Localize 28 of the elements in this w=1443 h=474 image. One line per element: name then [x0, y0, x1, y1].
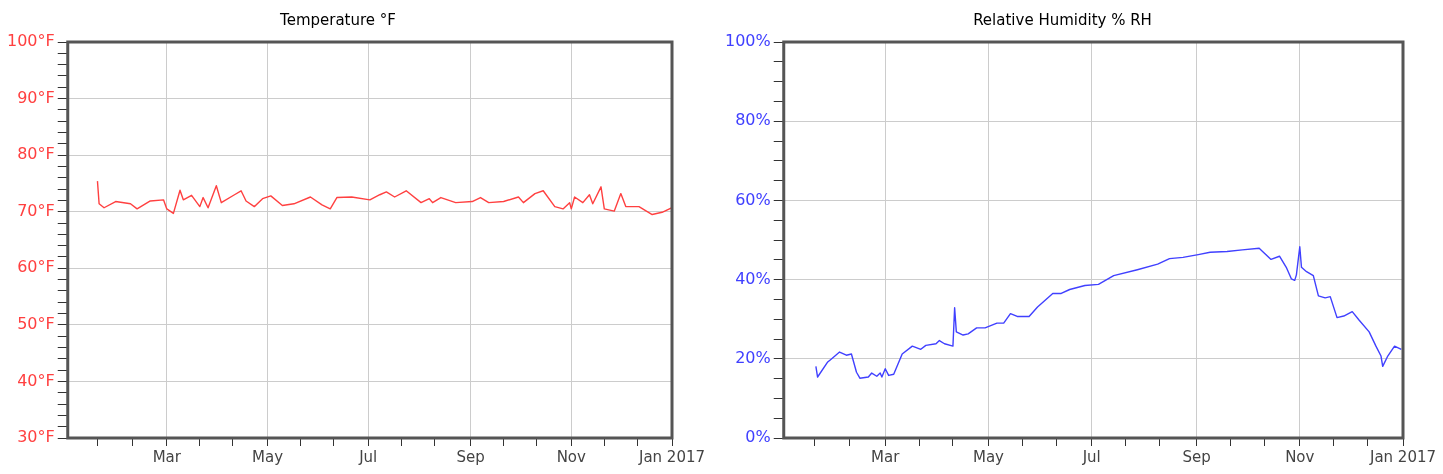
- y-tick-label: 70°F: [17, 200, 55, 220]
- x-tick-label: Jul: [358, 447, 378, 466]
- y-tick-label: 20%: [735, 347, 771, 367]
- y-tick-label: 30°F: [17, 427, 55, 447]
- y-tick-label: 40°F: [17, 370, 55, 390]
- y-tick-label: 80%: [735, 110, 771, 130]
- x-tick-label: Jan 2017: [1368, 447, 1437, 466]
- x-tick-label: Sep: [1182, 447, 1211, 466]
- y-tick-label: 90°F: [17, 87, 55, 107]
- x-tick-label: May: [252, 447, 284, 466]
- y-tick-label: 40%: [735, 268, 771, 288]
- x-tick-label: Nov: [556, 447, 587, 466]
- x-tick-label: Sep: [456, 447, 485, 466]
- x-tick-label: Jan 2017: [637, 447, 706, 466]
- y-tick-label: 100°F: [6, 31, 55, 51]
- x-tick-label: Nov: [1285, 447, 1315, 466]
- y-tick-label: 60%: [735, 189, 771, 209]
- x-tick-label: Mar: [871, 447, 901, 466]
- y-tick-label: 80°F: [17, 144, 55, 164]
- x-tick-label: Mar: [152, 447, 182, 466]
- x-tick-label: May: [972, 447, 1005, 466]
- chart-title: Temperature °F: [279, 10, 396, 29]
- y-tick-label: 100%: [724, 31, 771, 51]
- y-tick-label: 60°F: [17, 257, 55, 277]
- y-tick-label: 50°F: [17, 314, 55, 334]
- chart-title: Relative Humidity % RH: [973, 10, 1152, 29]
- y-tick-label: 0%: [745, 427, 771, 447]
- x-tick-label: Jul: [1081, 447, 1101, 466]
